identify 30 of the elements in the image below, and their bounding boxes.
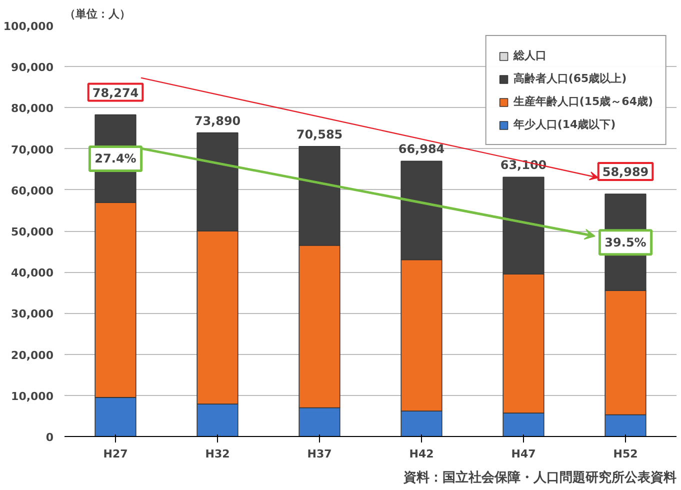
total-label: 70,585 (296, 127, 343, 142)
x-tick-label: H32 (205, 448, 230, 460)
x-tick-label: H52 (613, 448, 638, 460)
y-tick-label: 70,000 (11, 143, 54, 156)
y-tick-label: 20,000 (11, 348, 54, 362)
y-tick-label: 10,000 (11, 390, 54, 403)
y-tick-label: 50,000 (11, 226, 54, 238)
annotation: 27.4% (94, 152, 136, 166)
total-label: 78,274 (92, 86, 139, 100)
x-tick-label: H47 (511, 448, 536, 460)
legend-label: 年少人口(14歳以下) (513, 117, 616, 132)
y-tick-label: 0 (46, 431, 54, 444)
y-tick-label: 80,000 (11, 102, 54, 116)
text: 資料：国立社会保障・人口問題研究所公表資料 (402, 470, 676, 486)
y-tick-label: 90,000 (11, 61, 54, 74)
total-label: 73,890 (194, 114, 241, 128)
legend-label: 総人口 (513, 48, 546, 63)
x-tick-label: H27 (103, 448, 128, 460)
y-axis-title: （単位：人） (64, 8, 130, 20)
legend-label: 生産年齢人口(15歳～64歳) (513, 94, 653, 109)
annotation: 39.5% (604, 235, 646, 250)
x-tick-label: H37 (307, 448, 332, 460)
y-tick-label: 100,000 (3, 20, 54, 33)
x-tick-label: H42 (409, 448, 434, 460)
y-tick-label: 60,000 (11, 184, 54, 198)
legend-label: 高齢者人口(65歳以上) (513, 71, 627, 86)
y-tick-label: 30,000 (11, 308, 54, 321)
total-label: 66,984 (398, 142, 445, 156)
total-label: 58,989 (602, 165, 649, 180)
y-tick-label: 40,000 (11, 266, 54, 280)
